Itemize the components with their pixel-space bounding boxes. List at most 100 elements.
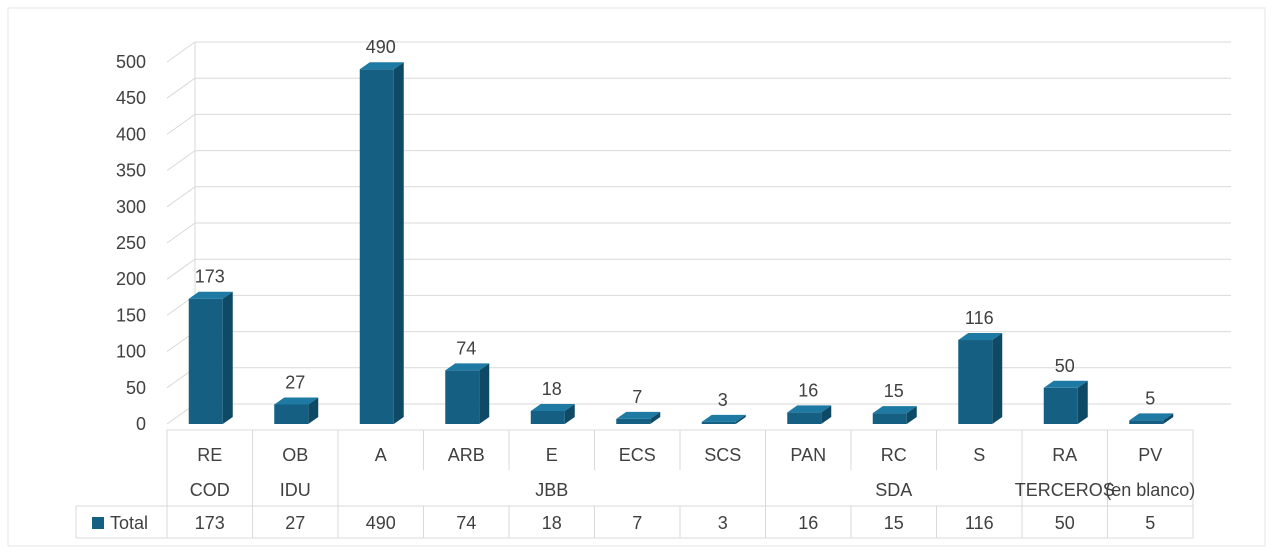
y-tick-label: 150 [116,305,146,325]
bar-front [188,298,223,424]
bar-side [393,62,404,425]
bar-top [787,405,832,413]
category-label: A [375,445,387,465]
data-label: 74 [456,338,476,358]
y-tick-label: 350 [116,161,146,181]
bar-front [872,413,907,424]
bar-side [479,363,490,424]
bar-side [992,333,1003,424]
data-labels: 173 27 490 74 18 7 3 16 15 116 50 5 [195,37,1156,410]
gridline-diagonal [166,77,196,99]
table-value: 3 [718,513,728,533]
table-value: 74 [456,513,476,533]
bar-top [616,411,661,419]
table-value: 7 [632,513,642,533]
bar-side [1163,413,1174,424]
bar-top [872,406,917,414]
data-label: 173 [195,267,225,287]
category-label: RC [881,445,907,465]
data-label: 16 [798,380,818,400]
bar [188,291,233,424]
bar [872,406,917,424]
group-label: SDA [875,480,912,500]
y-axis-labels: 0 50 100 150 200 250 300 350 400 450 500 [116,52,146,434]
table-value: 16 [798,513,818,533]
bar [1043,380,1088,424]
category-label: PV [1138,445,1162,465]
y-tick-label: 200 [116,269,146,289]
data-table: RE 173 OB 27 A 490 ARB 74 E 18 ECS 7 SCS 3 PAN 16 RC 15 S 1… [75,429,1195,539]
bar-top [1129,413,1174,421]
gridline-diagonal [166,113,196,135]
table-value: 15 [884,513,904,533]
bar-side [308,397,319,424]
group-label: COD [190,480,230,500]
bar [359,62,404,425]
data-label: 116 [965,308,994,328]
bar [616,411,661,424]
y-tick-label: 400 [116,124,146,144]
bar-front [530,410,565,424]
bar-top [188,291,233,299]
bar-top [445,363,490,371]
bar-front [1129,420,1164,424]
bars [188,62,1174,425]
bar [1129,413,1174,424]
bar-top [701,414,746,422]
data-label: 27 [285,372,305,392]
table-value: 50 [1055,513,1075,533]
bar [787,405,832,424]
bar-side [1077,380,1088,424]
bar-top [359,62,404,70]
gridline-diagonal [166,258,196,280]
data-label: 490 [366,37,396,57]
bar-top [958,333,1003,341]
bar-side [906,406,917,424]
table-value: 18 [542,513,562,533]
bar [701,414,746,424]
bar-top [530,403,575,411]
bar [274,397,319,424]
table-value: 27 [285,513,305,533]
category-label: ECS [619,445,656,465]
table-value: 116 [965,513,994,533]
category-label: RE [197,445,222,465]
category-label: RA [1052,445,1077,465]
category-label: OB [282,445,308,465]
y-tick-label: 100 [116,342,146,362]
data-label: 18 [542,379,562,399]
category-label: PAN [790,445,826,465]
legend-label: Total [110,513,148,533]
group-label: TERCEROS [1015,480,1115,500]
category-label: SCS [704,445,741,465]
y-tick-label: 0 [136,414,146,434]
bar-front [701,421,736,424]
table-value: 5 [1145,513,1155,533]
gridline-diagonal [166,186,196,208]
gridline-diagonal [166,41,196,63]
bar-side [650,411,661,424]
bar [445,363,490,424]
gridline-diagonal [166,222,196,244]
data-label: 50 [1055,356,1075,376]
bar-front [787,412,822,424]
data-label: 3 [718,390,728,410]
category-label: ARB [448,445,485,465]
bar-top [274,397,319,405]
y-tick-label: 50 [126,378,146,398]
group-label: (en blanco) [1105,480,1195,500]
data-label: 5 [1145,388,1155,408]
y-tick-label: 300 [116,197,146,217]
bar-front [445,370,480,424]
bar-side [821,405,832,424]
table-value: 490 [366,513,396,533]
bar-side [564,403,575,424]
group-label: JBB [535,480,568,500]
gridline-diagonal [166,150,196,172]
bar-side [735,414,746,424]
bar-side [222,291,233,424]
category-label: E [546,445,558,465]
y-tick-label: 250 [116,233,146,253]
